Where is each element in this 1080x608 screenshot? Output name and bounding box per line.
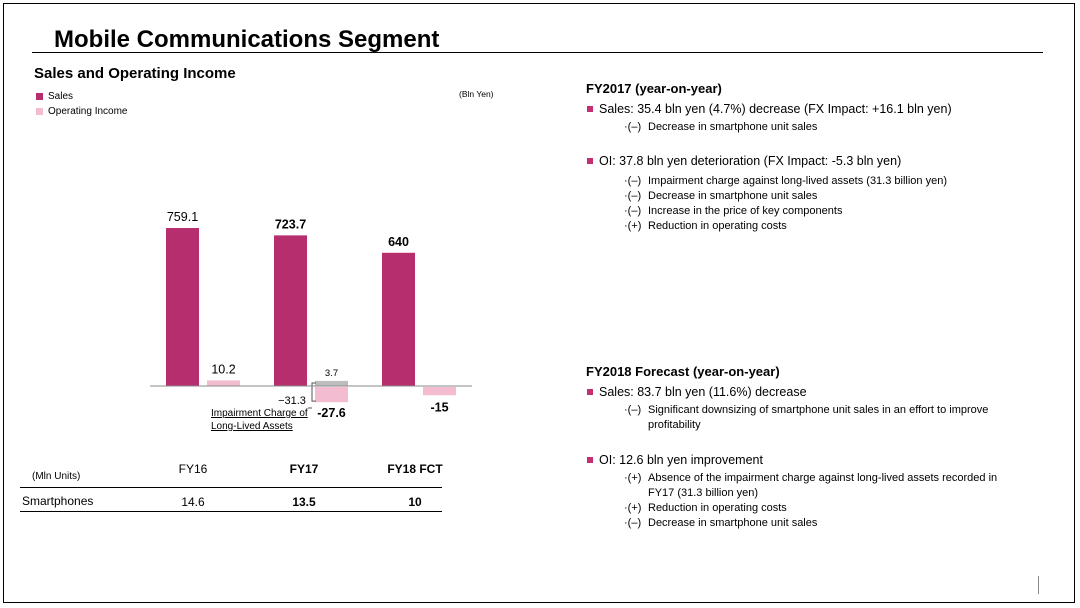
- fy2018-sales-items: ·(–) Significant downsizing of smartphone…: [624, 403, 988, 433]
- item-text: Significant downsizing of smartphone uni…: [648, 404, 989, 416]
- sales-bar: [274, 235, 307, 386]
- item-tag: ·(–): [624, 121, 642, 133]
- sales-bar: [166, 228, 199, 386]
- list-item: ·(–) Significant downsizing of smartphone…: [624, 403, 988, 418]
- item-text: Decrease in smartphone unit sales: [648, 121, 818, 133]
- table-cell-fy17: 13.5: [292, 495, 316, 509]
- item-text: FY17 (31.3 billion yen): [648, 487, 759, 499]
- table-header-fy17: FY17: [289, 462, 319, 476]
- slide-frame: [3, 3, 1075, 603]
- legend-swatch-sales: [36, 93, 43, 100]
- oi-data-label: 10.2: [211, 362, 235, 376]
- item-tag: ·(+): [624, 502, 642, 514]
- fy2018-title: FY2018 Forecast (year-on-year): [586, 364, 780, 379]
- impairment-note-line2: Long-Lived Assets: [211, 421, 293, 432]
- bullet-square-icon: [587, 457, 593, 463]
- oi-bar: [315, 387, 348, 403]
- bullet-square-icon: [587, 106, 593, 112]
- item-text: Reduction in operating costs: [648, 220, 787, 232]
- impairment-note: Impairment Charge of Long-Lived Assets: [211, 407, 308, 433]
- legend-item-operating-income: Operating Income: [36, 106, 128, 117]
- sales-data-label: 759.1: [167, 210, 198, 224]
- item-text: Absence of the impairment charge against…: [648, 472, 998, 484]
- sales-bar: [382, 252, 415, 386]
- legend-item-sales: Sales: [36, 91, 73, 102]
- sales-oi-chart: 759.1 10.2 723.7 3.7 -27.6 −31.3 640 -15: [150, 210, 472, 420]
- fy2017-oi-text: OI: 37.8 bln yen deterioration (FX Impac…: [599, 154, 902, 168]
- list-item: ·(+) Absence of the impairment charge aga…: [624, 471, 997, 486]
- fy2018-oi-bullet: OI: 12.6 bln yen improvement: [587, 453, 763, 467]
- impairment-bracket: [311, 382, 316, 402]
- oi-bar: [207, 380, 240, 386]
- fy2017-title: FY2017 (year-on-year): [586, 81, 722, 96]
- item-text: profitability: [648, 419, 701, 431]
- item-text: Decrease in smartphone unit sales: [648, 517, 818, 529]
- chart-section-title: Sales and Operating Income: [34, 65, 236, 82]
- table-header-fy18: FY18 FCT: [387, 462, 443, 476]
- impairment-value-label: −31.3: [278, 395, 306, 407]
- list-item: profitability: [624, 418, 988, 433]
- oi-data-label: -15: [430, 400, 448, 414]
- table-cell-fy16: 14.6: [181, 495, 205, 509]
- sales-data-label: 723.7: [275, 217, 306, 231]
- list-item: ·(–) Impairment charge against long-lived…: [624, 174, 947, 189]
- list-item: ·(–) Decrease in smartphone unit sales: [624, 189, 947, 204]
- oi-bar: [423, 387, 456, 396]
- impairment-note-line1: Impairment Charge of: [211, 408, 308, 419]
- list-item: ·(+) Reduction in operating costs: [624, 219, 947, 234]
- chart-unit-label: (Bln Yen): [459, 89, 494, 99]
- legend-swatch-operating-income: [36, 108, 43, 115]
- page-title: Mobile Communications Segment: [54, 26, 440, 53]
- table-row-label: Smartphones: [22, 494, 94, 508]
- item-tag: ·(–): [624, 205, 642, 217]
- fy2017-oi-items: ·(–) Impairment charge against long-lived…: [624, 174, 947, 234]
- table-rule-top: [20, 487, 442, 488]
- fy2017-sales-item: ·(–) Decrease in smartphone unit sales: [624, 120, 817, 135]
- fy2018-sales-text: Sales: 83.7 bln yen (11.6%) decrease: [599, 385, 807, 399]
- item-text: Reduction in operating costs: [648, 502, 787, 514]
- item-tag: ·(–): [624, 190, 642, 202]
- fy2017-sales-text: Sales: 35.4 bln yen (4.7%) decrease (FX …: [599, 102, 952, 116]
- table-rule-bottom: [20, 511, 442, 512]
- bullet-square-icon: [587, 158, 593, 164]
- list-item: FY17 (31.3 billion yen): [624, 486, 997, 501]
- oi-excluding-impairment-label: 3.7: [325, 368, 338, 379]
- item-tag: ·(–): [624, 404, 642, 416]
- item-tag: ·(–): [624, 517, 642, 529]
- fy2017-sales-bullet: Sales: 35.4 bln yen (4.7%) decrease (FX …: [587, 102, 952, 116]
- list-item: ·(–) Increase in the price of key compone…: [624, 204, 947, 219]
- item-tag: ·(+): [624, 472, 642, 484]
- fy2018-oi-items: ·(+) Absence of the impairment charge aga…: [624, 471, 997, 531]
- sales-data-label: 640: [388, 235, 409, 249]
- oi-data-label: -27.6: [317, 406, 346, 420]
- item-tag: ·(+): [624, 220, 642, 232]
- item-text: Impairment charge against long-lived ass…: [648, 175, 947, 187]
- title-divider: [32, 52, 1043, 53]
- item-tag: ·(–): [624, 175, 642, 187]
- fy2018-sales-bullet: Sales: 83.7 bln yen (11.6%) decrease: [587, 385, 807, 399]
- table-cell-fy18: 10: [408, 495, 422, 509]
- item-text: Increase in the price of key components: [648, 205, 843, 217]
- page-marker: [1038, 576, 1039, 594]
- bullet-square-icon: [587, 389, 593, 395]
- fy2017-oi-bullet: OI: 37.8 bln yen deterioration (FX Impac…: [587, 154, 901, 168]
- table-header-fy16: FY16: [178, 462, 208, 476]
- table-unit-label: (Mln Units): [32, 471, 81, 482]
- list-item: ·(–) Decrease in smartphone unit sales: [624, 516, 997, 531]
- fy2018-oi-text: OI: 12.6 bln yen improvement: [599, 453, 763, 467]
- list-item: ·(+) Reduction in operating costs: [624, 501, 997, 516]
- item-text: Decrease in smartphone unit sales: [648, 190, 818, 202]
- legend-label-operating-income: Operating Income: [48, 106, 128, 117]
- legend-label-sales: Sales: [48, 91, 74, 102]
- oi-excluding-impairment-bar: [315, 380, 348, 386]
